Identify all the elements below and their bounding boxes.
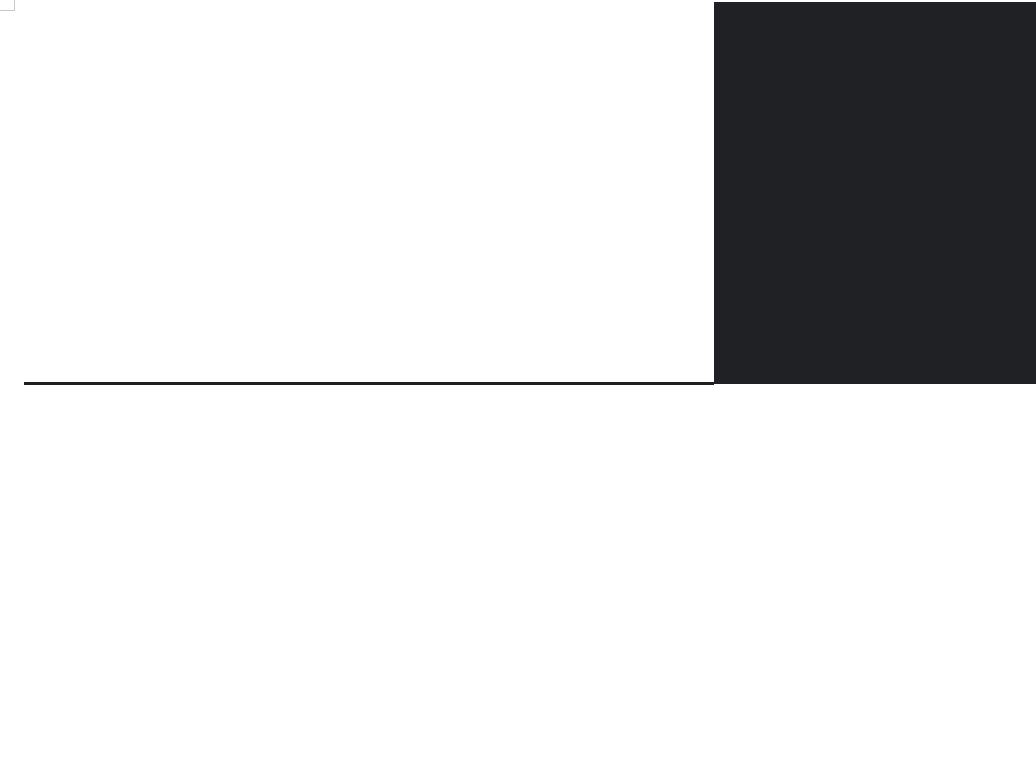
corner-mark — [0, 0, 15, 11]
dark-panel — [714, 2, 1036, 384]
row-divider — [24, 382, 714, 385]
